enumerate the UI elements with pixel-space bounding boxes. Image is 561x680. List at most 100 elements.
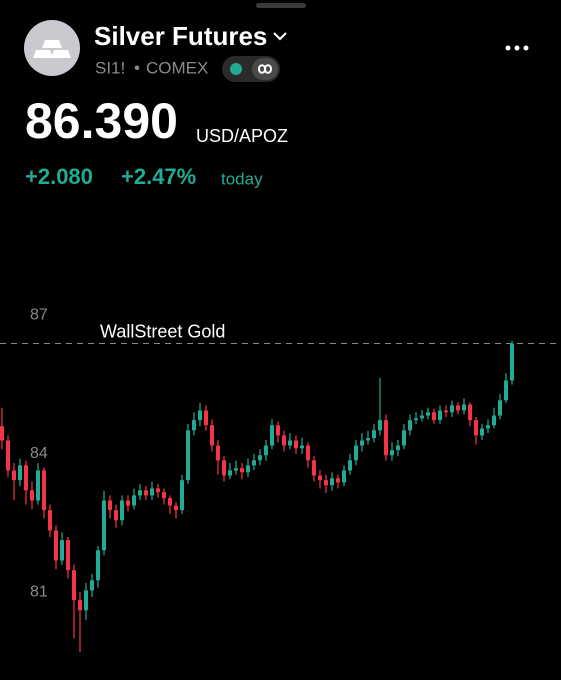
market-open-dot bbox=[230, 63, 242, 75]
candle-body bbox=[240, 468, 244, 473]
candle-body bbox=[504, 380, 508, 401]
candle-body bbox=[246, 465, 250, 473]
price: 86.390 bbox=[25, 93, 178, 149]
candle-body bbox=[120, 500, 124, 521]
symbol-title[interactable]: Silver Futures bbox=[94, 21, 267, 51]
period: today bbox=[221, 169, 263, 188]
candle-body bbox=[408, 420, 412, 431]
candle-body bbox=[336, 478, 340, 483]
candle-body bbox=[396, 445, 400, 451]
candle-body bbox=[90, 580, 94, 591]
candle-body bbox=[114, 510, 118, 521]
candle-body bbox=[306, 445, 310, 461]
candle-body bbox=[144, 490, 148, 496]
candle-body bbox=[204, 410, 208, 426]
candle-body bbox=[402, 430, 406, 446]
y-tick-label: 84 bbox=[30, 445, 48, 462]
separator: • bbox=[134, 58, 140, 77]
candle-body bbox=[492, 415, 496, 426]
candle-body bbox=[450, 405, 454, 413]
price-change: +2.080 bbox=[25, 164, 93, 189]
candle-body bbox=[36, 470, 40, 501]
candle-body bbox=[162, 492, 166, 499]
dropdown-chevron[interactable] bbox=[273, 32, 287, 41]
drag-handle[interactable] bbox=[256, 3, 306, 8]
candle-body bbox=[66, 540, 70, 571]
candle-body bbox=[96, 550, 100, 581]
candle-body bbox=[174, 505, 178, 511]
currency: USD/APOZ bbox=[196, 126, 288, 146]
more-menu[interactable] bbox=[505, 45, 529, 51]
candle-body bbox=[54, 530, 58, 561]
candle-body bbox=[330, 478, 334, 486]
candle-body bbox=[234, 468, 238, 471]
candle-body bbox=[252, 460, 256, 466]
candle-body bbox=[0, 426, 4, 441]
candle-body bbox=[228, 470, 232, 476]
candle-body bbox=[294, 440, 298, 449]
candle-body bbox=[300, 445, 304, 449]
candle-body bbox=[456, 405, 460, 411]
candle-body bbox=[180, 480, 184, 511]
candle-body bbox=[72, 570, 76, 601]
candle-body bbox=[378, 420, 382, 431]
candle-body bbox=[312, 460, 316, 476]
candle-body bbox=[360, 440, 364, 446]
candle-body bbox=[222, 460, 226, 476]
candle-body bbox=[444, 410, 448, 413]
candle-body bbox=[384, 420, 388, 456]
candle-body bbox=[192, 420, 196, 431]
candle-body bbox=[198, 410, 202, 421]
symbol-code: SI1! bbox=[95, 58, 125, 77]
candle-body bbox=[282, 435, 286, 446]
candle-body bbox=[156, 488, 160, 493]
candle-body bbox=[216, 445, 220, 461]
candle-body bbox=[18, 465, 22, 481]
candle-body bbox=[24, 465, 28, 491]
candle-body bbox=[48, 510, 52, 531]
candle-body bbox=[270, 425, 274, 446]
candle-body bbox=[366, 438, 370, 441]
candle-body bbox=[30, 490, 34, 501]
candle-body bbox=[318, 475, 322, 481]
candle-body bbox=[354, 445, 358, 461]
candle-body bbox=[420, 415, 424, 419]
candle-body bbox=[264, 445, 268, 456]
candle-body bbox=[6, 440, 10, 471]
candle-body bbox=[12, 470, 16, 481]
candle-body bbox=[126, 500, 130, 506]
candle-body bbox=[414, 418, 418, 421]
candle-body bbox=[78, 600, 82, 611]
candle-body bbox=[84, 590, 88, 611]
candle-body bbox=[498, 400, 502, 416]
reference-label: WallStreet Gold bbox=[100, 321, 225, 341]
candle-body bbox=[474, 420, 478, 436]
candle-body bbox=[132, 495, 136, 506]
candle-body bbox=[42, 470, 46, 511]
candle-body bbox=[462, 404, 466, 411]
candle-body bbox=[372, 430, 376, 439]
bars-icon bbox=[33, 40, 71, 58]
candle-body bbox=[168, 498, 172, 506]
candle-body bbox=[480, 428, 484, 436]
exchange: COMEX bbox=[146, 58, 208, 77]
candle-body bbox=[108, 500, 112, 511]
candle-body bbox=[288, 440, 292, 446]
infinity-icon bbox=[257, 64, 273, 74]
y-tick-label: 81 bbox=[30, 584, 48, 601]
candle-body bbox=[324, 480, 328, 486]
candle-body bbox=[150, 488, 154, 496]
candle-body bbox=[210, 425, 214, 446]
candle-body bbox=[426, 412, 430, 416]
candle-body bbox=[438, 410, 442, 421]
candle-body bbox=[102, 500, 106, 551]
candle-body bbox=[468, 404, 472, 421]
candle-body bbox=[432, 412, 436, 421]
candle-body bbox=[60, 540, 64, 561]
candle-body bbox=[186, 430, 190, 481]
candle-body bbox=[276, 425, 280, 436]
candle-body bbox=[486, 425, 490, 429]
candle-body bbox=[348, 460, 352, 471]
